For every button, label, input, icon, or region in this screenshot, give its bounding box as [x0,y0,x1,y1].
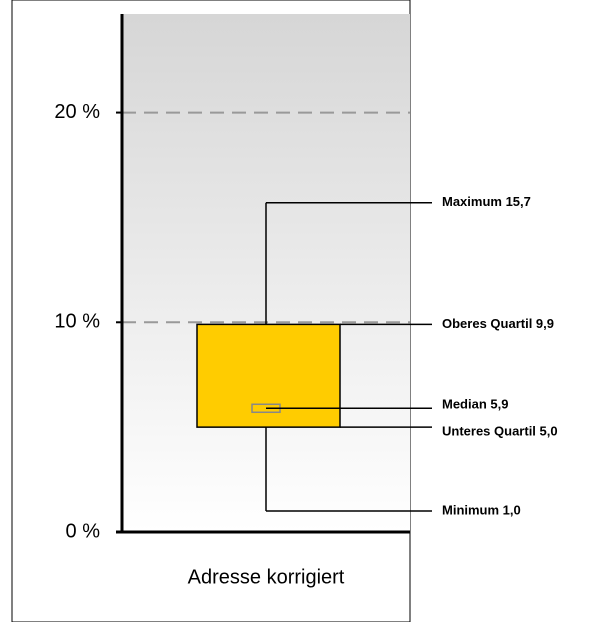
annotation-label: Median 5,9 [442,397,508,412]
annotation-label: Maximum 15,7 [442,194,531,209]
category-label: Adresse korrigiert [188,566,345,588]
annotation-label: Minimum 1,0 [442,502,521,517]
y-tick-label: 0 % [66,520,101,542]
y-tick-label: 20 % [54,101,100,123]
annotation-label: Unteres Quartil 5,0 [442,424,558,439]
annotation-label: Oberes Quartil 9,9 [442,316,554,331]
box [196,323,341,428]
y-tick-label: 10 % [54,311,100,333]
